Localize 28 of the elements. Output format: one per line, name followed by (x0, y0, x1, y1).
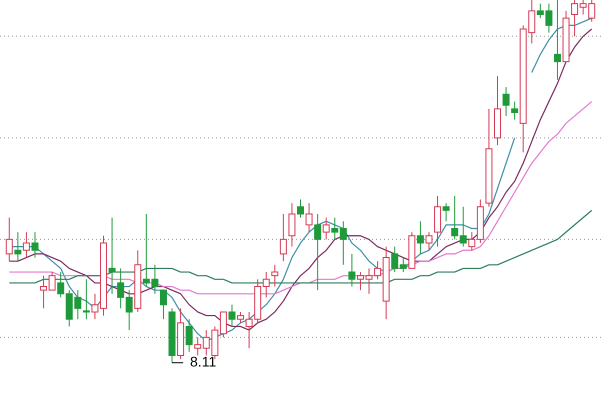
candlestick (391, 246, 398, 273)
candlestick (228, 304, 236, 327)
candlestick (554, 0, 561, 80)
candlestick (288, 202, 296, 248)
candlestick (442, 202, 450, 222)
candlestick (14, 232, 22, 262)
candlestick (271, 264, 278, 288)
annotation: 8.11 (190, 354, 216, 370)
candlestick (108, 217, 116, 294)
candlestick (186, 318, 193, 352)
candlestick (194, 336, 202, 356)
candlestick (400, 257, 407, 273)
candlestick (22, 232, 30, 258)
candlestick (502, 86, 510, 117)
candlestick (6, 217, 13, 262)
candlestick (82, 278, 90, 320)
candlestick (160, 290, 167, 320)
candlestick (306, 202, 313, 233)
candlestick (322, 217, 330, 240)
candlestick (280, 214, 287, 262)
candlestick (348, 253, 356, 288)
candlestick (74, 290, 82, 320)
candlestick (416, 220, 424, 254)
candlestick (297, 199, 304, 218)
candlestick (314, 214, 322, 291)
candlestick (511, 101, 518, 120)
candlestick (425, 232, 432, 251)
candlestick (31, 232, 38, 258)
